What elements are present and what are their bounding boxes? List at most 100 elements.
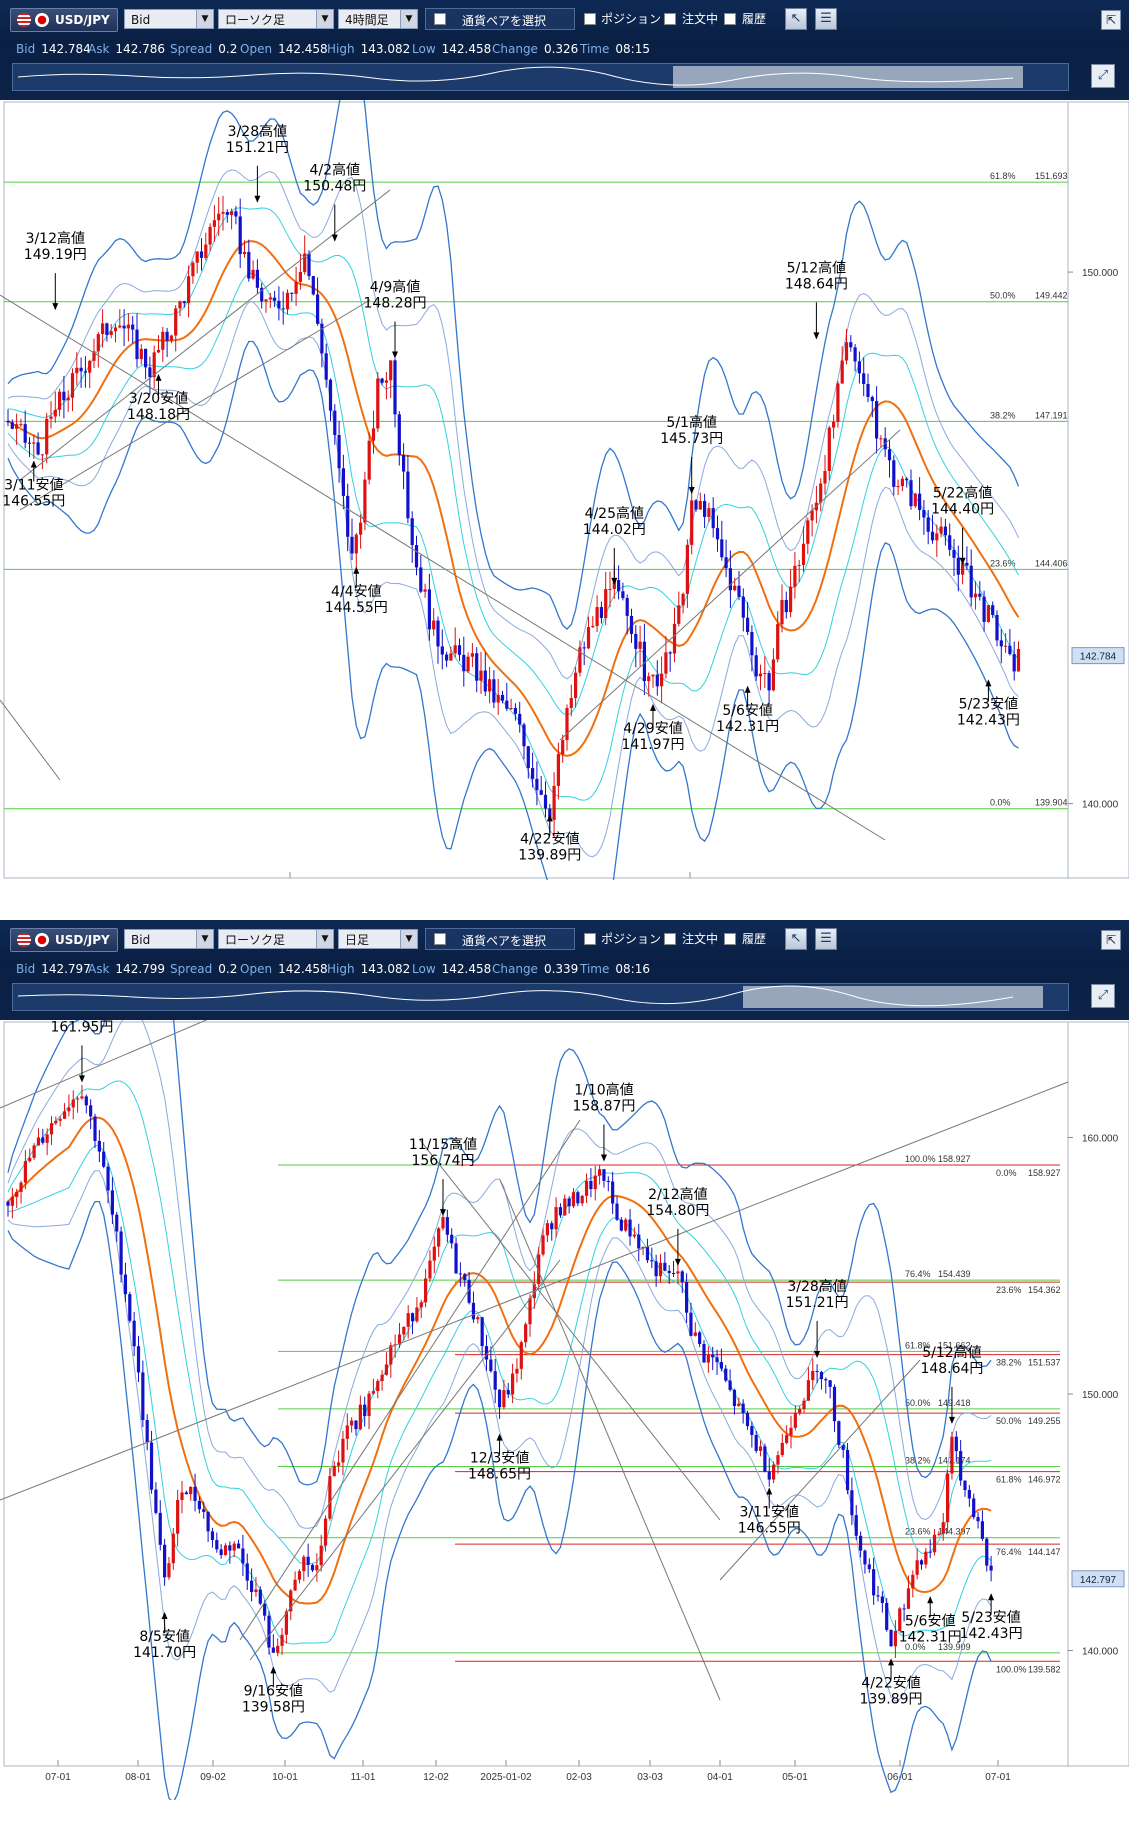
navigator-scrollbar[interactable] [12,63,1069,91]
history-checkbox[interactable] [724,933,736,945]
x-tick-label: 09-02 [200,1772,226,1783]
navigator-window[interactable] [673,66,1023,88]
pair-select-checkbox[interactable] [434,13,446,25]
annotation-date: 8/5安値 [139,1629,190,1645]
candle-body [866,383,870,397]
candle-body [680,1271,684,1283]
price-type-select[interactable]: Bid ▼ [124,9,214,29]
candle-body [445,654,449,661]
annotation-price: 151.21円 [226,140,289,156]
candle-body [432,620,436,630]
x-tick-label: 08-01 [125,1772,151,1783]
fib-price-label: 147.174 [938,1456,971,1466]
candle-body [89,1105,93,1117]
pair-select-checkbox[interactable] [434,933,446,945]
chart-tool-icon[interactable]: ↖ [785,8,807,30]
candle-body [867,1564,871,1570]
list-icon[interactable]: ☰ [815,928,837,950]
candle-body [586,627,591,649]
candle-body [763,673,767,675]
position-checkbox[interactable] [584,13,596,25]
fib-price-label: 149.418 [938,1398,971,1408]
candle-body [969,565,973,598]
candle-body [345,1425,349,1439]
candle-body [380,378,384,383]
candle-body [184,1492,188,1495]
annotation-price: 148.28円 [364,296,427,312]
expand-icon[interactable]: ⤢ [1091,64,1115,88]
position-label: ポジション [601,932,662,946]
candle-body [859,1535,863,1551]
candle-body [750,632,754,656]
high-value: 143.082 [360,42,411,56]
current-price-tag [1071,1570,1125,1588]
candle-body [367,1393,371,1417]
candle-body [741,596,745,618]
candle-body [273,297,277,301]
x-tick-label: 2025-01-02 [480,1772,532,1783]
candle-body [241,1548,245,1564]
timeframe-select[interactable]: 4時間足 ▼ [338,9,418,29]
pair-select-button[interactable]: 通貨ペアを選択 [425,928,575,950]
candle-body [806,520,810,544]
annotation-price: 146.55円 [738,1521,801,1537]
list-icon[interactable]: ☰ [815,8,837,30]
candle-body [290,292,294,294]
trend-line [0,294,886,841]
fib-level-label: 0.0% [990,798,1011,808]
annotation-arrowhead [353,566,360,574]
orders-checkbox[interactable] [664,933,676,945]
candle-body [841,1444,845,1450]
navigator-scrollbar[interactable] [12,983,1069,1011]
chart-type-select[interactable]: ローソク足 ▼ [218,9,334,29]
timeframe-select[interactable]: 日足 ▼ [338,929,418,949]
candle-body [802,1400,806,1410]
candle-body [152,352,156,378]
candle-body [54,1120,58,1124]
annotation-price: 145.73円 [660,431,723,447]
expand-icon[interactable]: ⤢ [1091,984,1115,1008]
candle-body [591,625,595,628]
current-price-tag [1071,647,1125,665]
symbol-selector[interactable]: USD/JPY [10,8,118,32]
navigator-window[interactable] [743,986,1043,1008]
candle-body [922,509,926,518]
candle-body [502,1390,506,1408]
candle-body [500,694,505,701]
position-checkbox[interactable] [584,933,596,945]
candle-body [445,1217,449,1235]
chevron-down-icon: ▼ [196,930,213,948]
candle-body [663,1262,667,1271]
pair-select-button[interactable]: 通貨ペアを選択 [425,8,575,30]
candle-body [850,1490,854,1516]
candle-body [574,672,578,699]
candle-body [806,1380,810,1401]
candle-body [492,679,496,703]
candle-body [371,428,376,441]
candle-body [6,1201,10,1206]
candle-body [141,1372,145,1420]
time-value: 08:15 [615,42,650,56]
collapse-icon[interactable]: ⇱ [1101,10,1121,30]
candle-body [10,1196,14,1206]
candle-body [139,348,143,360]
annotation-arrowhead [30,460,37,468]
candle-body [199,251,204,258]
candle-body [956,557,960,575]
history-checkbox[interactable] [724,13,736,25]
annotation-arrowhead [985,679,992,687]
annotation-price: 139.58円 [242,1699,305,1715]
chart-tool-icon[interactable]: ↖ [785,928,807,950]
candle-body [672,623,677,654]
price-type-select[interactable]: Bid ▼ [124,929,214,949]
symbol-selector[interactable]: USD/JPY [10,928,118,952]
orders-checkbox[interactable] [664,13,676,25]
chart-type-select[interactable]: ローソク足 ▼ [218,929,334,949]
fib-level-label: 38.2% [996,1358,1022,1368]
candle-body [23,424,27,443]
chart-toolbar: USD/JPY Bid ▼ ローソク足 ▼ 日足 ▼ 通貨ペアを選択 ポジション… [0,920,1129,1020]
candle-body [862,373,866,384]
candle-body [15,1191,19,1197]
collapse-icon[interactable]: ⇱ [1101,930,1121,950]
bollinger-band-line [7,273,1019,801]
